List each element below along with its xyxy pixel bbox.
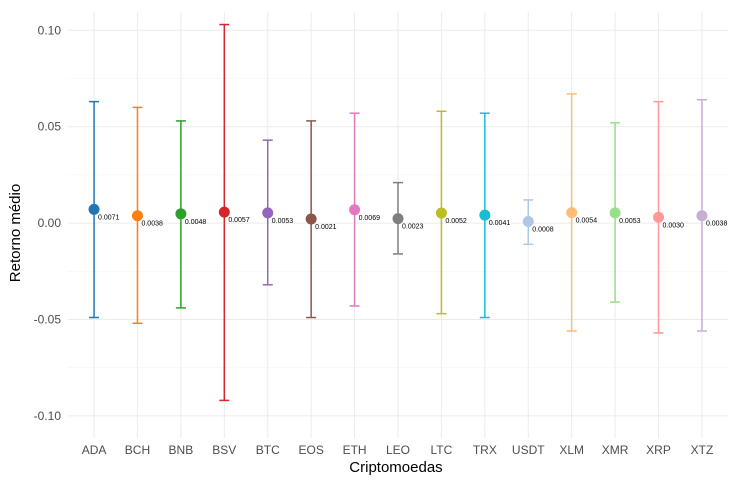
data-point: [522, 216, 534, 228]
x-tick-label: XRP: [646, 443, 671, 457]
data-label: 0.0069: [359, 215, 381, 222]
data-point: [479, 209, 491, 221]
x-tick-label: BTC: [256, 443, 280, 457]
data-point: [88, 203, 100, 215]
data-label: 0.0021: [315, 224, 337, 231]
data-point: [696, 210, 708, 222]
data-label: 0.0030: [663, 222, 685, 229]
data-point: [349, 204, 361, 216]
x-tick-label: USDT: [512, 443, 545, 457]
data-labels: 0.0071 0.0038 0.0048 0.0057 0.0053 0.0021 0.00…: [98, 214, 727, 233]
y-tick-label: 0.10: [38, 23, 62, 37]
data-point: [653, 211, 665, 223]
x-tick-label: XMR: [602, 443, 629, 457]
x-tick-label: XTZ: [691, 443, 714, 457]
data-point: [609, 207, 621, 219]
data-point: [175, 208, 187, 220]
y-tick-label: 0.00: [38, 216, 62, 230]
data-points: [88, 203, 708, 228]
x-tick-label: EOS: [298, 443, 323, 457]
y-axis-ticks: -0.10 -0.05 0.00 0.05 0.10: [34, 23, 62, 423]
x-tick-label: LEO: [386, 443, 410, 457]
data-label: 0.0023: [402, 224, 424, 231]
y-axis-title: Retorno médio: [7, 184, 24, 282]
x-tick-label: XLM: [559, 443, 584, 457]
x-tick-label: LTC: [431, 443, 453, 457]
data-label: 0.0038: [141, 221, 163, 228]
data-point: [566, 207, 578, 219]
data-label: 0.0048: [185, 219, 207, 226]
data-label: 0.0057: [228, 217, 250, 224]
y-tick-label: 0.05: [38, 120, 62, 134]
x-tick-label: ETH: [343, 443, 367, 457]
x-tick-label: BCH: [125, 443, 150, 457]
x-tick-label: TRX: [473, 443, 497, 457]
data-label: 0.0054: [576, 218, 598, 225]
data-point: [305, 213, 317, 225]
data-point: [435, 207, 447, 219]
data-label: 0.0053: [272, 218, 294, 225]
x-tick-label: ADA: [82, 443, 107, 457]
x-axis-ticks: ADA BCH BNB BSV BTC EOS ETH LEO LTC TRX USDT XLM XMR…: [82, 443, 714, 457]
data-label: 0.0041: [489, 220, 511, 227]
x-tick-label: BNB: [169, 443, 194, 457]
data-label: 0.0008: [532, 227, 554, 234]
data-point: [392, 213, 404, 225]
data-label: 0.0071: [98, 214, 120, 221]
y-tick-label: -0.05: [34, 312, 62, 326]
x-axis-title: Criptomoedas: [349, 459, 442, 476]
data-label: 0.0053: [619, 218, 641, 225]
data-label: 0.0038: [706, 221, 728, 228]
y-tick-label: -0.10: [34, 409, 62, 423]
data-point: [218, 206, 230, 218]
x-tick-label: BSV: [212, 443, 236, 457]
data-label: 0.0052: [445, 218, 467, 225]
data-point: [131, 210, 143, 222]
data-point: [262, 207, 274, 219]
